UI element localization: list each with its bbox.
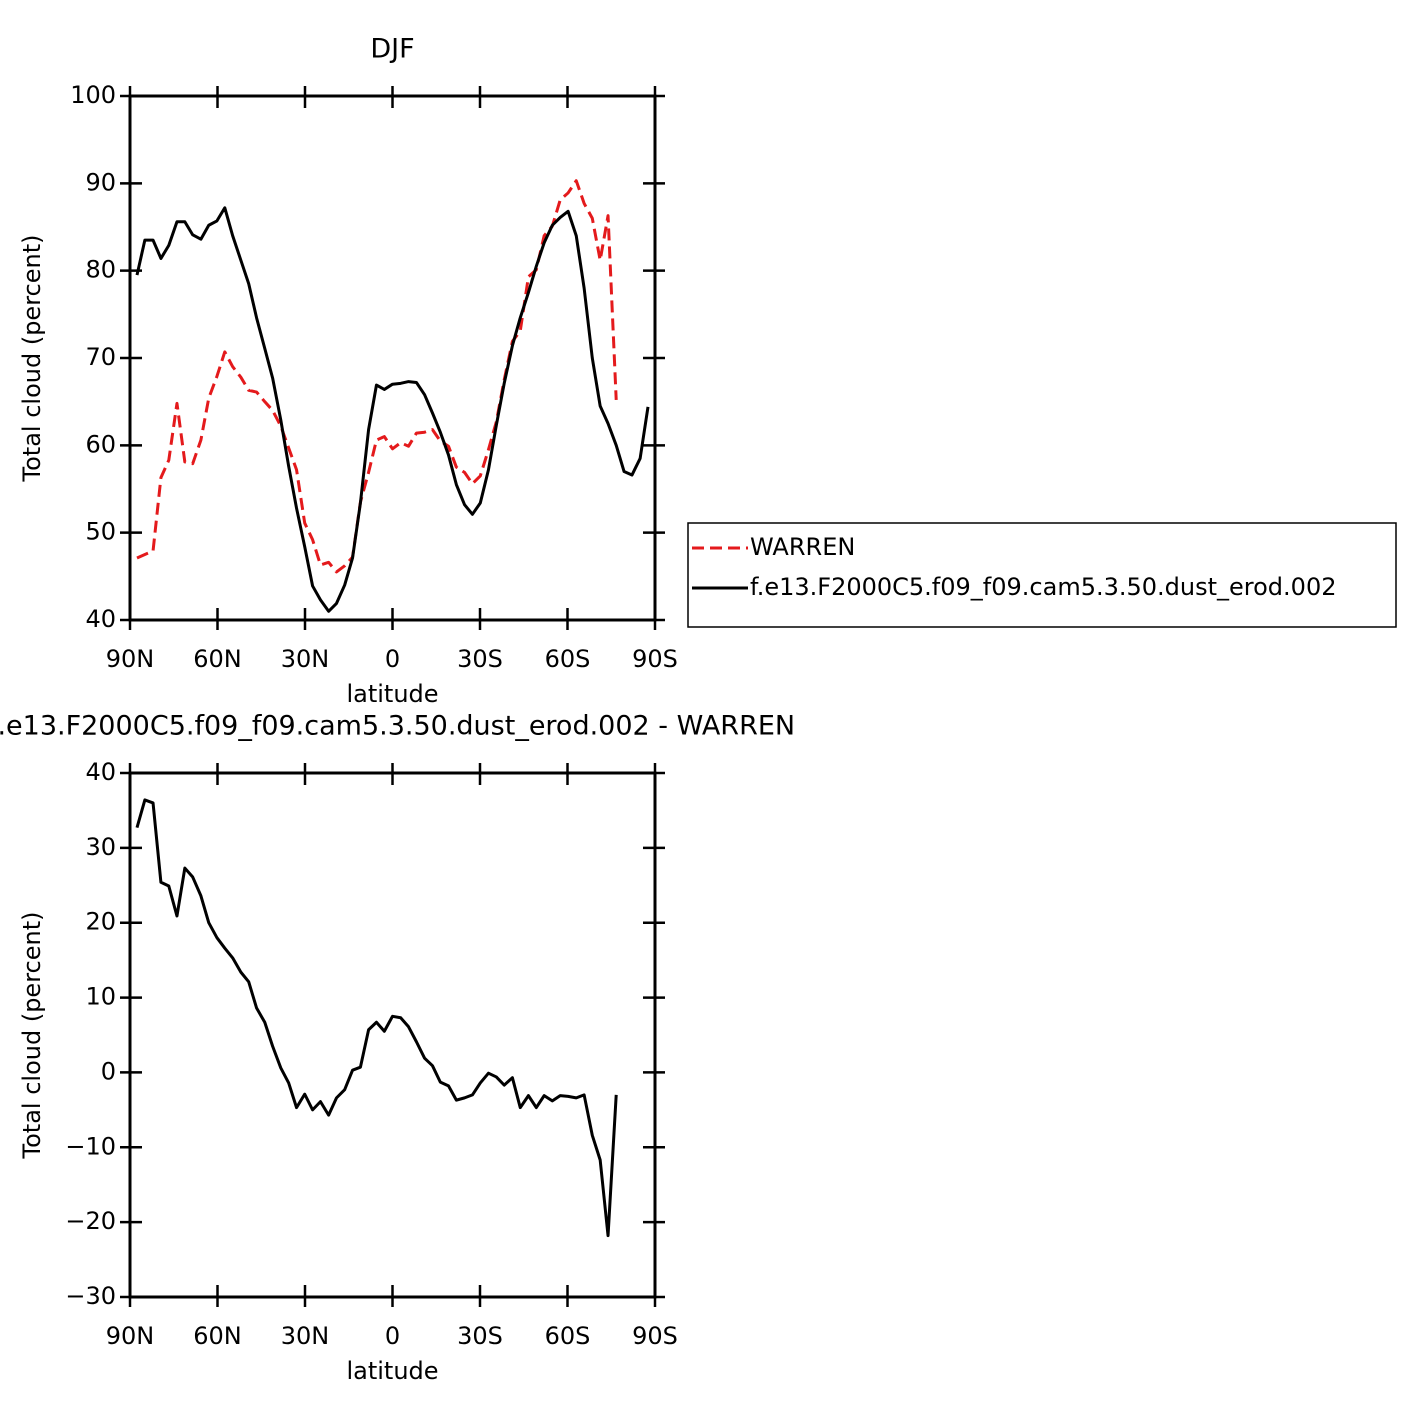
x-tick-label: 90N [106, 645, 155, 673]
y-tick-label: −30 [65, 1282, 116, 1310]
y-tick-label: 20 [85, 908, 116, 936]
y-tick-label: 60 [85, 430, 116, 458]
y-tick-label: 10 [85, 983, 116, 1011]
x-tick-label: 0 [385, 1322, 400, 1350]
x-tick-label: 90S [632, 645, 678, 673]
legend-label: f.e13.F2000C5.f09_f09.cam5.3.50.dust_ero… [750, 573, 1336, 601]
x-tick-label: 90S [632, 1322, 678, 1350]
y-tick-label: 90 [85, 168, 116, 196]
legend-box [687, 522, 1397, 628]
plot-frame [128, 771, 657, 1299]
x-axis-label: latitude [346, 680, 438, 708]
chart-title: f.e13.F2000C5.f09_f09.cam5.3.50.dust_ero… [0, 711, 795, 742]
y-tick-label: 40 [85, 605, 116, 633]
plot-frame [128, 94, 657, 622]
data-line [135, 206, 650, 613]
y-tick-label: 100 [70, 81, 116, 109]
x-tick-label: 90N [106, 1322, 155, 1350]
x-tick-label: 0 [385, 645, 400, 673]
x-tick-label: 60S [545, 1322, 591, 1350]
y-tick-label: 50 [85, 518, 116, 546]
y-tick-label: −20 [65, 1207, 116, 1235]
y-tick-label: 0 [101, 1057, 116, 1085]
chart-title: DJF [370, 34, 414, 65]
x-tick-label: 30N [281, 645, 330, 673]
y-tick-label: −10 [65, 1132, 116, 1160]
x-tick-label: 30N [281, 1322, 330, 1350]
legend-label: WARREN [750, 533, 855, 561]
data-line [135, 798, 618, 1238]
x-tick-label: 60N [193, 1322, 242, 1350]
y-tick-label: 40 [85, 758, 116, 786]
y-tick-label: 70 [85, 343, 116, 371]
y-axis-label: Total cloud (percent) [18, 235, 46, 483]
x-tick-label: 30S [457, 1322, 503, 1350]
x-tick-label: 60S [545, 645, 591, 673]
x-tick-label: 30S [457, 645, 503, 673]
x-axis-label: latitude [346, 1357, 438, 1385]
y-axis-label: Total cloud (percent) [18, 912, 46, 1160]
x-tick-label: 60N [193, 645, 242, 673]
y-tick-label: 30 [85, 833, 116, 861]
y-tick-label: 80 [85, 256, 116, 284]
